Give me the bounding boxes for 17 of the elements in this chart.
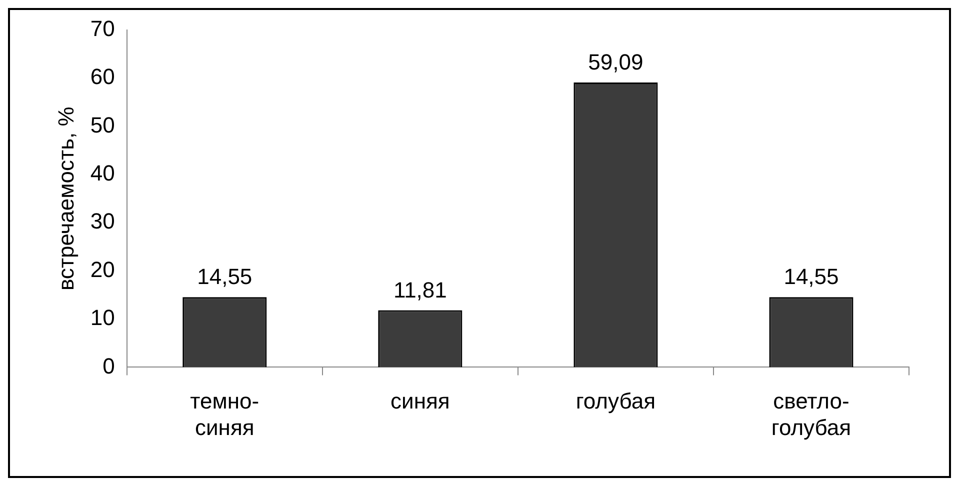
x-tick-label: голубая <box>576 388 656 414</box>
data-label: 59,09 <box>588 50 644 75</box>
y-tick-label: 20 <box>90 256 115 282</box>
data-label: 14,55 <box>197 264 252 290</box>
y-tick-label: 40 <box>90 160 115 186</box>
x-tick-label: синяя <box>390 388 450 414</box>
x-tick-label: темно-синяя <box>190 388 260 440</box>
x-tick-label: светло-голубая <box>771 388 852 440</box>
y-tick-label: 0 <box>102 353 115 378</box>
data-label: 11,81 <box>393 277 447 302</box>
y-axis-title: встречаемость, % <box>53 106 78 291</box>
y-tick-label: 70 <box>90 16 115 42</box>
data-label: 14,55 <box>784 264 839 290</box>
y-tick-label: 30 <box>90 208 115 234</box>
y-tick-label: 50 <box>90 112 115 138</box>
y-tick-label: 10 <box>90 305 115 330</box>
y-tick-label: 60 <box>90 64 115 90</box>
